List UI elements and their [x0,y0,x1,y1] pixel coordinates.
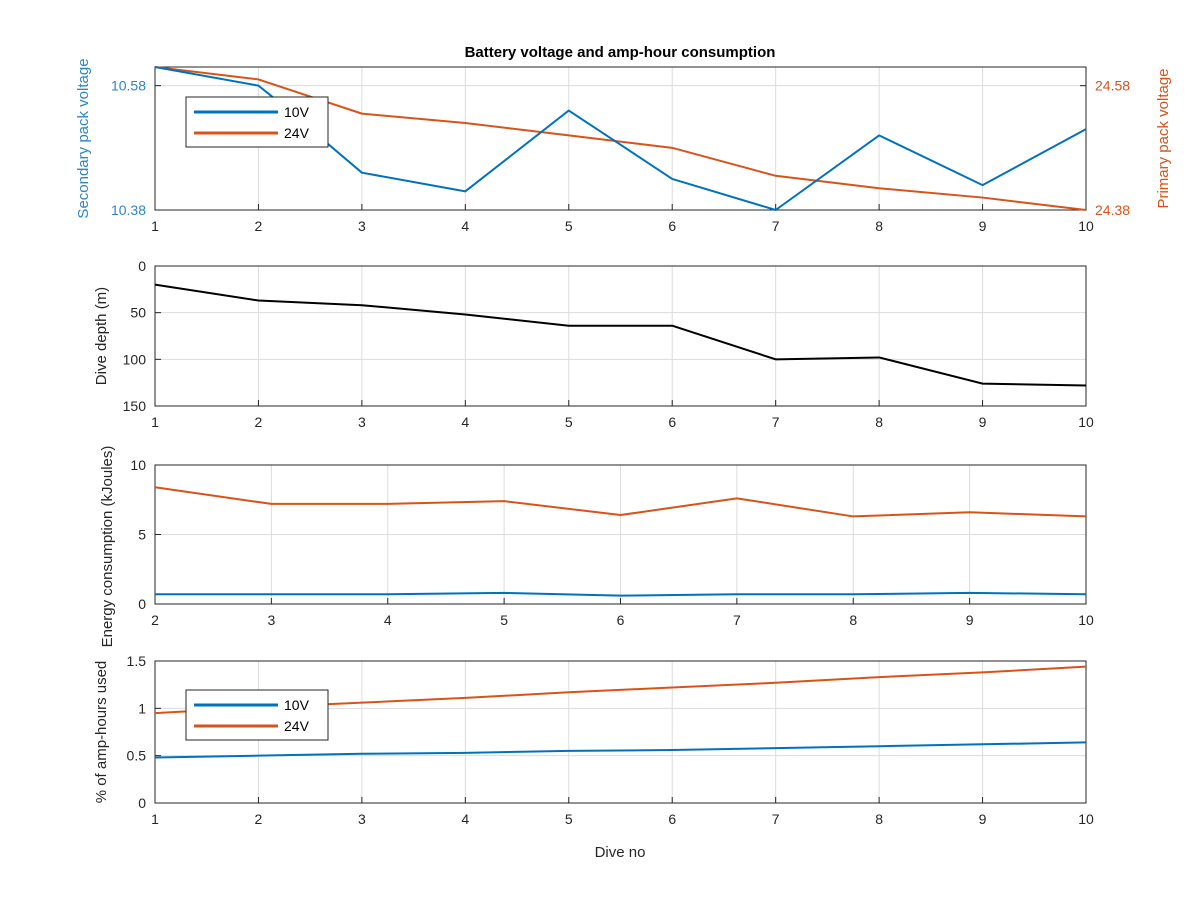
y-tick-label: 5 [138,527,146,543]
legend-label-10V: 10V [284,104,310,120]
x-tick-label: 7 [772,218,780,234]
x-tick-label: 10 [1078,612,1094,628]
x-tick-label: 1 [151,218,159,234]
axes-box [154,265,1087,407]
x-tick-label: 5 [565,811,573,827]
x-tick-label: 1 [151,414,159,430]
legend-label-10V: 10V [284,697,310,713]
x-tick-label: 2 [255,414,263,430]
legend-box [185,689,329,741]
x-tick-label: 8 [875,218,883,234]
subplot-1: 1 2 3 4 5 6 7 8 9 1010.3810.5824.3824.5810V24VSec… [75,58,1172,234]
x-tick-label: 8 [849,612,857,628]
x-tick-label: 1 [151,811,159,827]
x-tick-label: 8 [875,414,883,430]
y-tick-label: 0 [138,596,146,612]
y-tick-label: 10 [130,457,146,473]
series-10v-line [154,66,1087,211]
x-tick-label: 10 [1078,811,1094,827]
y-tick-label: 100 [123,351,147,367]
x-tick-label: 4 [384,612,392,628]
energy-10v-line [155,591,1087,597]
chart-title: Battery voltage and amp-hour consumption [465,44,776,61]
x-tick-label: 4 [461,414,469,430]
x-tick-label: 8 [875,811,883,827]
x-tick-label: 2 [151,612,159,628]
x-axis-label: Dive no [595,844,646,861]
x-tick-label: 7 [772,414,780,430]
y-tick-label: 10.38 [111,202,146,218]
x-tick-label: 9 [979,414,987,430]
x-tick-label: 7 [733,612,741,628]
axes-box [154,464,1087,605]
x-tick-label: 9 [979,218,987,234]
y-axis-label: % of amp-hours used [93,661,110,804]
x-tick-label: 5 [565,414,573,430]
x-tick-label: 2 [255,218,263,234]
y-axis-label: Dive depth (m) [93,287,110,385]
x-tick-label: 3 [358,218,366,234]
x-tick-label: 9 [966,612,974,628]
left-y-axis-label: Secondary pack voltage [75,58,92,218]
legend-label-24V: 24V [284,125,310,141]
axes-box [154,660,1087,804]
x-tick-label: 2 [255,811,263,827]
x-tick-label: 3 [358,811,366,827]
legend-label-24V: 24V [284,718,310,734]
amphours-10v-line [154,741,1087,759]
x-tick-label: 4 [461,811,469,827]
x-tick-label: 6 [668,218,676,234]
legend-box [185,96,329,148]
y-tick-label: 0.5 [127,748,147,764]
x-tick-label: 4 [461,218,469,234]
x-tick-label: 6 [668,414,676,430]
y-tick-label: 1 [138,700,146,716]
x-tick-label: 5 [500,612,508,628]
subplot-3: 2 3 4 5 6 7 8 9 10 0 5 10 Energy consumption (kJoule… [99,446,1094,648]
x-tick-label: 3 [267,612,275,628]
y-tick-label: 50 [130,305,146,321]
y-axis-label: Energy consumption (kJoules) [99,446,116,648]
y-tick-label: 10.58 [111,78,146,94]
energy-24v-line [154,486,1087,518]
x-tick-label: 6 [617,612,625,628]
subplots: 1 2 3 4 5 6 7 8 9 1010.3810.5824.3824.5810V24VSec… [75,58,1172,827]
dive-depth-line [154,283,1087,387]
x-tick-label: 5 [565,218,573,234]
x-tick-label: 10 [1078,414,1094,430]
y-tick-label: 1.5 [127,653,147,669]
y-tick-label: 0 [138,795,146,811]
y-tick-label: 150 [123,398,147,414]
x-tick-label: 7 [772,811,780,827]
x-tick-label: 3 [358,414,366,430]
right-y-axis-label: Primary pack voltage [1155,68,1172,208]
x-tick-label: 9 [979,811,987,827]
y-tick-label: 0 [138,258,146,274]
right-y-tick-label: 24.38 [1095,202,1130,218]
x-tick-label: 6 [668,811,676,827]
x-tick-label: 10 [1078,218,1094,234]
axes-box [154,66,1087,211]
right-y-tick-label: 24.58 [1095,78,1130,94]
